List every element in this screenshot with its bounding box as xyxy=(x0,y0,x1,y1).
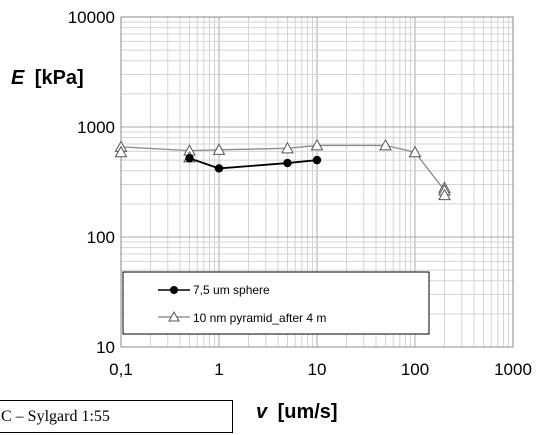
caption: C – Sylgard 1:55 xyxy=(0,400,233,433)
series-pyramid-point xyxy=(379,138,392,151)
series-pyramid-point xyxy=(408,145,422,158)
legend-label-sphere: 7,5 um sphere xyxy=(193,283,270,297)
y-tick-label: 100 xyxy=(87,228,115,247)
y-axis-ticks: 10 100 1000 10000 xyxy=(68,8,115,357)
series-sphere-line xyxy=(189,157,318,170)
legend-marker-sphere xyxy=(170,286,178,294)
x-tick-label: 10 xyxy=(308,360,327,379)
series-pyramid-line xyxy=(120,144,446,191)
series-pyramid-point xyxy=(310,138,324,151)
x-axis-label: v [um/s] xyxy=(256,401,338,423)
y-axis-variable: E xyxy=(11,67,25,89)
series-pyramid-point xyxy=(114,145,128,158)
series-sphere-point xyxy=(185,154,194,163)
series-pyramid-point xyxy=(281,141,294,154)
series-sphere-point xyxy=(312,155,322,165)
y-tick-label: 10000 xyxy=(68,8,115,27)
y-tick-label: 10 xyxy=(96,338,115,357)
y-axis-label: E [kPa] xyxy=(11,67,84,89)
x-axis-ticks: 0,1 1 10 100 1000 xyxy=(109,360,532,379)
series-pyramid-point xyxy=(438,188,451,201)
plot-area xyxy=(120,16,514,348)
x-tick-label: 1 xyxy=(214,360,223,379)
legend: 7,5 um sphere 10 nm pyramid_after 4 m xyxy=(122,271,430,335)
x-tick-label: 100 xyxy=(401,360,429,379)
series-sphere-point xyxy=(283,158,292,168)
y-tick-label: 1000 xyxy=(77,118,115,137)
legend-marker-pyramid xyxy=(168,310,180,322)
x-axis-variable: v xyxy=(256,401,269,423)
series-pyramid-point xyxy=(212,143,226,155)
x-tick-label: 0,1 xyxy=(109,360,133,379)
x-axis-unit: [um/s] xyxy=(278,401,338,423)
y-axis-unit: [kPa] xyxy=(35,67,84,89)
series-layer xyxy=(114,138,451,201)
legend-label-pyramid: 10 nm pyramid_after 4 m xyxy=(193,311,326,325)
series-sphere-point xyxy=(214,164,224,173)
legend-box xyxy=(122,271,430,335)
x-tick-label: 1000 xyxy=(494,360,532,379)
